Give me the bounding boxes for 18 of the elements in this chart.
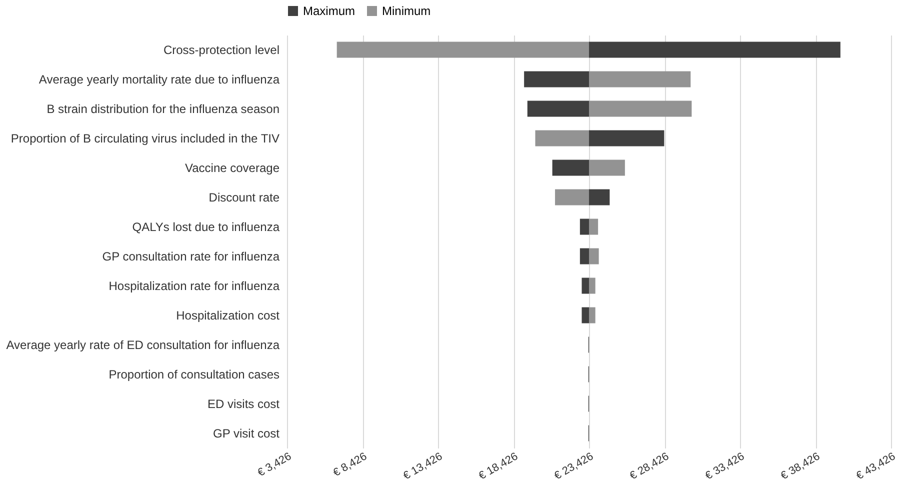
legend-label: Maximum: [303, 4, 356, 18]
y-tick-label: B strain distribution for the influenza season: [46, 102, 280, 116]
y-tick-label: ED visits cost: [207, 396, 280, 411]
y-tick-label: Proportion of consultation cases: [108, 367, 280, 382]
y-tick-label: Hospitalization rate for influenza: [108, 278, 280, 293]
y-tick-label: QALYs lost due to influenza: [132, 220, 280, 234]
y-tick-label: Vaccine coverage: [185, 160, 280, 175]
y-tick-label: Discount rate: [208, 190, 280, 204]
y-tick-label: GP consultation rate for influenza: [102, 249, 280, 264]
y-tick-label: Average yearly rate of ED consultation for influenza: [6, 338, 280, 352]
y-tick-label: Average yearly mortality rate due to influenza: [38, 72, 280, 86]
y-tick-label: Proportion of B circulating virus included in the TIV: [10, 131, 280, 146]
y-tick-label: GP visit cost: [213, 426, 280, 440]
y-tick-label: Cross-protection level: [163, 42, 280, 57]
y-tick-label: Hospitalization cost: [176, 308, 280, 322]
x-tick-label: € 8,426: [331, 450, 369, 480]
x-tick-label: € 3,426: [256, 450, 294, 480]
legend-label: Minimum: [382, 4, 431, 18]
